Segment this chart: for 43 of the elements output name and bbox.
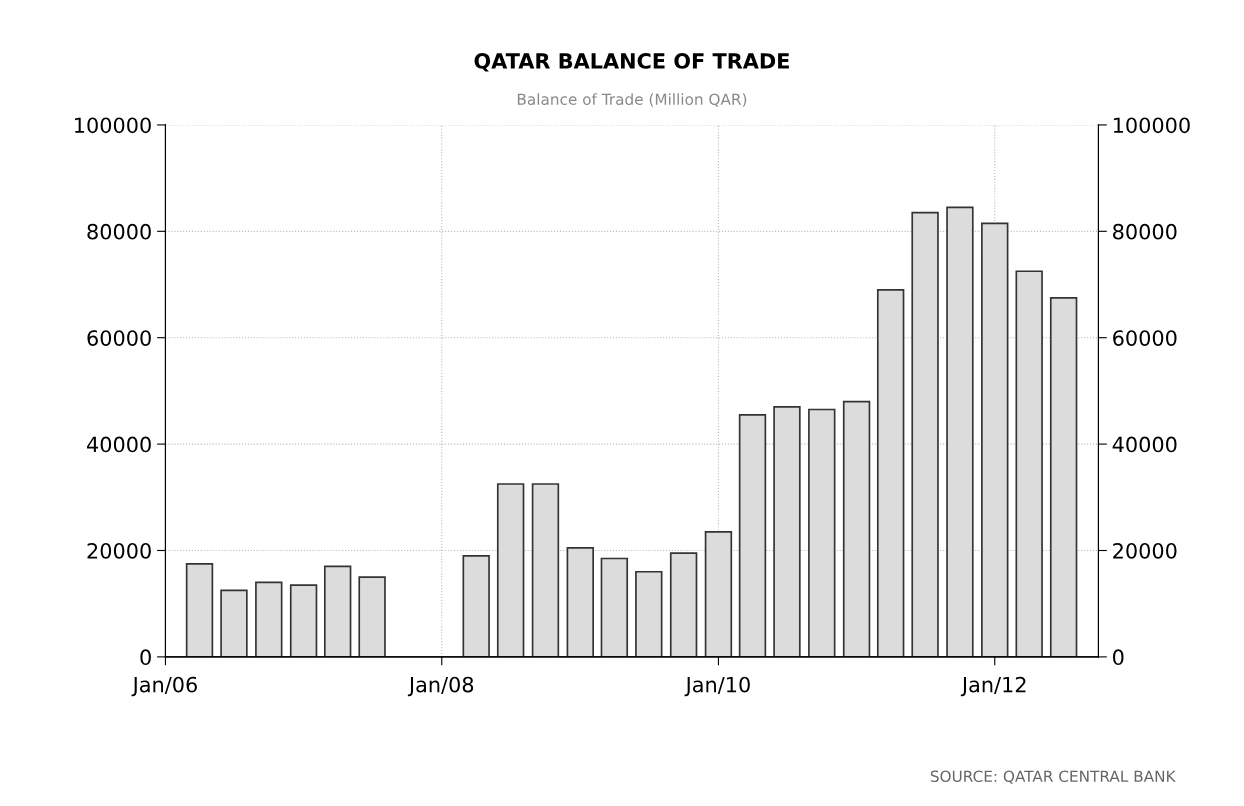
chart-subtitle: Balance of Trade (Million QAR) [517,93,747,107]
bar [462,554,490,657]
bar [289,584,318,657]
bar [808,408,836,657]
bar [496,483,525,657]
bar [842,400,871,657]
x-tick-label: Jan/10 [684,676,750,697]
bar [600,557,629,657]
bar [185,562,214,657]
bar [773,406,801,657]
y-tick-label: 60000 [87,330,151,346]
y2-tick-label: 20000 [1113,542,1177,559]
y-tick-label: 0 [140,649,151,666]
bar [531,483,560,657]
bar [220,589,248,657]
y2-tick-label: 40000 [1112,436,1177,453]
bar [635,570,663,657]
y2-tick-label: 60000 [1113,330,1177,346]
y-tick-label: 100000 [75,117,151,134]
x-tick-label: Jan/12 [960,676,1026,697]
y-tick-label: 80000 [87,223,151,240]
bar [566,547,594,657]
bar [738,414,767,657]
bar [946,206,974,657]
y2-tick-label: 100000 [1113,117,1190,134]
bar [358,576,386,657]
y-tick-label: 20000 [87,542,151,559]
chart-title: QATAR BALANCE OF TRADE [474,53,789,72]
source-note: SOURCE: QATAR CENTRAL BANK [930,770,1176,784]
bar [911,211,939,657]
bar [669,552,698,657]
y-tick-label: 40000 [87,436,151,453]
bar [1049,296,1078,657]
bar [1015,270,1043,657]
x-tick-label: Jan/08 [407,676,474,697]
bar [704,531,733,657]
bar [255,581,283,657]
y2-tick-label: 0 [1113,649,1124,666]
bar [323,565,352,657]
x-tick-label: Jan/06 [131,676,197,697]
y2-tick-label: 80000 [1113,223,1177,240]
bar [981,222,1009,657]
bar [876,289,905,657]
